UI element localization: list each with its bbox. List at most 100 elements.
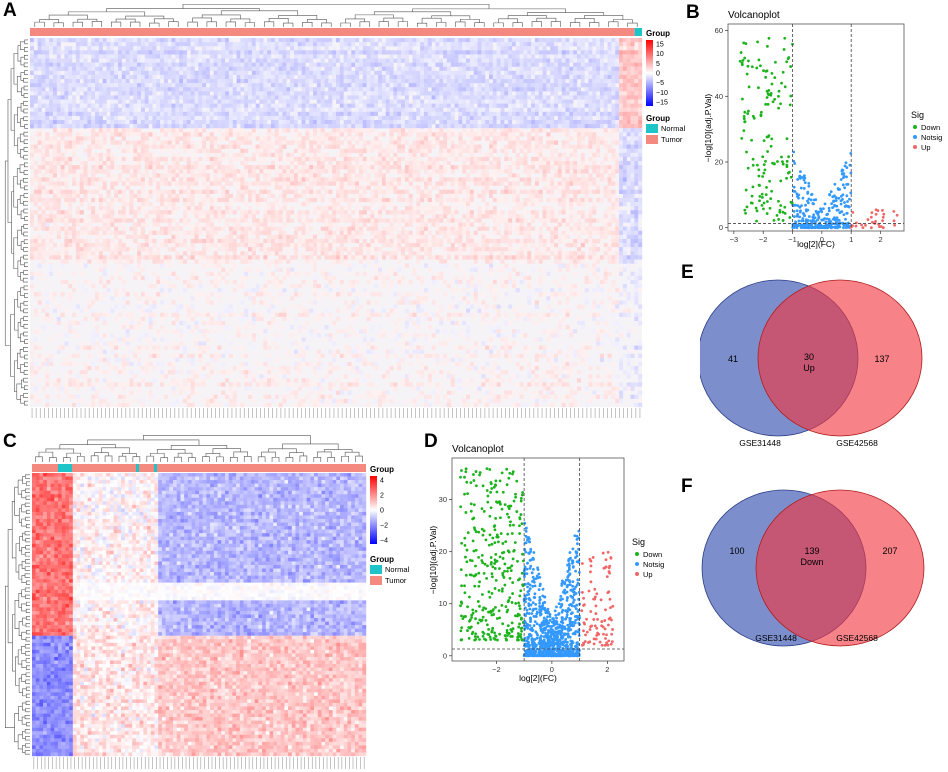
volD-point-notsig — [535, 574, 539, 578]
volD-point-down — [485, 489, 489, 492]
volB-point-notsig — [833, 218, 837, 222]
volB-point-down — [771, 100, 775, 104]
volD-point-notsig — [555, 616, 558, 620]
volD-point-down — [506, 624, 510, 628]
volD-point-down — [470, 559, 474, 563]
volD-point-notsig — [526, 536, 529, 539]
volB-point-notsig — [806, 190, 810, 194]
volD-point-notsig — [529, 616, 532, 620]
volD-point-down — [470, 613, 474, 617]
volD-point-down — [500, 604, 504, 607]
volB-point-down — [764, 159, 767, 163]
volB-point-notsig — [796, 178, 800, 181]
volD-point-down — [520, 571, 524, 575]
volB-point-down — [780, 81, 783, 85]
volD-point-down — [519, 496, 523, 500]
volcano-d-ylabel: −log[10](adj.P.Val) — [428, 526, 438, 595]
volD-point-up — [608, 571, 611, 575]
volD-point-up — [588, 628, 592, 631]
heatmap-c-scale-tick: −4 — [380, 538, 388, 545]
volD-point-notsig — [568, 551, 572, 554]
volB-point-down — [760, 203, 764, 207]
volD-point-down — [480, 553, 484, 557]
volD-point-notsig — [574, 607, 578, 611]
heatmap-a-scale-tick: 5 — [656, 61, 660, 68]
volB-point-down — [761, 175, 764, 178]
volD-point-notsig — [538, 613, 542, 617]
volB-point-notsig — [817, 210, 821, 214]
volD-point-notsig — [565, 613, 569, 617]
volB-point-notsig — [813, 216, 817, 220]
volB-point-down — [738, 59, 742, 63]
volD-point-down — [519, 635, 523, 639]
volD-point-notsig — [576, 581, 580, 585]
volD-point-down — [487, 590, 491, 594]
volD-point-down — [474, 609, 478, 613]
heatmap-a-column-labels — [31, 408, 641, 418]
volB-point-down — [741, 58, 745, 62]
volB-point-down — [750, 138, 753, 142]
volB-point-down — [785, 176, 788, 180]
volB-point-notsig — [797, 196, 800, 200]
volB-point-down — [777, 94, 780, 98]
volD-point-down — [510, 532, 514, 535]
volD-point-notsig — [526, 582, 530, 585]
volD-point-notsig — [560, 620, 564, 624]
volD-point-down — [510, 635, 514, 638]
heatmap-a-legend-tumor: Tumor — [661, 135, 683, 144]
volB-point-notsig — [809, 198, 813, 202]
volD-point-up — [606, 591, 610, 595]
heatmap-c-group-annotation — [32, 464, 366, 472]
volD-point-down — [463, 584, 466, 588]
volB-point-down — [762, 171, 766, 175]
volB-point-notsig — [820, 218, 824, 222]
volD-point-up — [603, 643, 607, 647]
volB-point-down — [777, 217, 781, 221]
volD-point-up — [598, 640, 602, 644]
volB-point-down — [787, 56, 791, 59]
volB-point-notsig — [841, 222, 845, 225]
volB-point-notsig — [793, 162, 797, 165]
volD-point-notsig — [523, 548, 527, 551]
volD-point-notsig — [543, 595, 546, 599]
volD-point-down — [497, 588, 501, 592]
volD-point-down — [487, 627, 490, 631]
volD-point-down — [508, 523, 512, 527]
volB-point-notsig — [833, 182, 837, 186]
volD-point-down — [498, 501, 502, 505]
heatmap-a-normal-bar — [634, 28, 642, 36]
volB-point-notsig — [807, 226, 811, 229]
volB-point-down — [758, 195, 762, 198]
volB-ytick-label: 60 — [715, 26, 723, 35]
volD-point-notsig — [543, 608, 547, 612]
volD-point-notsig — [538, 623, 542, 627]
volD-point-down — [494, 605, 497, 609]
venn-f-intersection-label: Down — [800, 557, 823, 567]
volB-point-notsig — [831, 222, 835, 226]
volB-point-up — [866, 218, 870, 221]
volD-point-notsig — [558, 639, 562, 642]
volB-ytick-label: 40 — [715, 92, 723, 101]
volD-point-down — [471, 611, 475, 615]
volB-point-down — [790, 201, 794, 205]
volD-point-notsig — [537, 588, 541, 592]
volD-point-up — [600, 643, 604, 647]
volD-point-down — [500, 471, 504, 475]
volD-point-notsig — [548, 654, 552, 658]
volB-point-down — [781, 70, 785, 74]
volD-point-down — [466, 605, 469, 609]
volD-point-notsig — [538, 575, 542, 579]
volD-point-notsig — [573, 534, 577, 538]
volD-point-notsig — [574, 585, 578, 589]
volD-point-notsig — [558, 645, 562, 649]
volD-point-notsig — [550, 620, 554, 624]
volD-point-up — [606, 550, 610, 554]
volcano-d-legend-down: Down — [643, 550, 662, 559]
volD-point-notsig — [557, 629, 561, 633]
heatmap-a-legend-normal-swatch — [646, 124, 658, 133]
volD-point-down — [491, 575, 494, 579]
volcano-d-legend-up: Up — [643, 570, 653, 579]
volD-point-up — [611, 604, 615, 608]
volB-point-notsig — [836, 208, 840, 212]
volD-point-down — [477, 571, 481, 575]
